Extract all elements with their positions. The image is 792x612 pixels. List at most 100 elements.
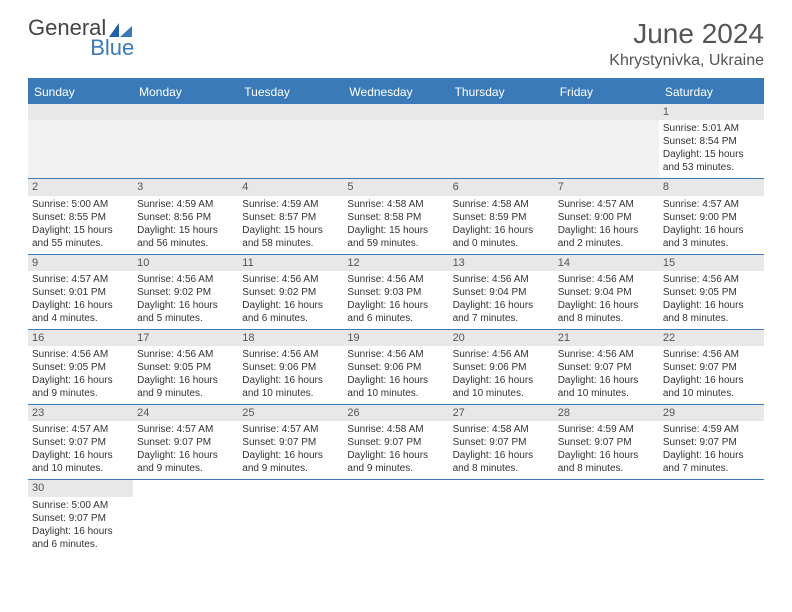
calendar-day: 8Sunrise: 4:57 AMSunset: 9:00 PMDaylight…	[659, 179, 764, 253]
daylight-line: Daylight: 15 hours and 56 minutes.	[137, 224, 234, 250]
calendar-day: 28Sunrise: 4:59 AMSunset: 9:07 PMDayligh…	[554, 405, 659, 479]
sunset-line: Sunset: 9:04 PM	[558, 286, 655, 299]
weekday-header: Monday	[133, 80, 238, 104]
daylight-line: Daylight: 16 hours and 8 minutes.	[663, 299, 760, 325]
day-number: 6	[449, 179, 554, 195]
sunrise-line: Sunrise: 4:56 AM	[137, 348, 234, 361]
calendar-week: 16Sunrise: 4:56 AMSunset: 9:05 PMDayligh…	[28, 330, 764, 405]
sunset-line: Sunset: 9:05 PM	[32, 361, 129, 374]
day-number: 1	[659, 104, 764, 120]
empty-day-bar	[133, 104, 238, 120]
sunrise-line: Sunrise: 4:59 AM	[242, 198, 339, 211]
calendar-day: 22Sunrise: 4:56 AMSunset: 9:07 PMDayligh…	[659, 330, 764, 404]
sunset-line: Sunset: 8:57 PM	[242, 211, 339, 224]
month-title: June 2024	[609, 18, 764, 50]
day-number: 12	[343, 255, 448, 271]
calendar-day: 13Sunrise: 4:56 AMSunset: 9:04 PMDayligh…	[449, 255, 554, 329]
sunrise-line: Sunrise: 4:56 AM	[663, 273, 760, 286]
daylight-line: Daylight: 16 hours and 9 minutes.	[32, 374, 129, 400]
calendar-day: 12Sunrise: 4:56 AMSunset: 9:03 PMDayligh…	[343, 255, 448, 329]
weeks-container: 1Sunrise: 5:01 AMSunset: 8:54 PMDaylight…	[28, 104, 764, 555]
calendar-day-empty	[449, 104, 554, 178]
daylight-line: Daylight: 16 hours and 10 minutes.	[32, 449, 129, 475]
sunrise-line: Sunrise: 4:56 AM	[453, 348, 550, 361]
sunrise-line: Sunrise: 4:56 AM	[453, 273, 550, 286]
sunrise-line: Sunrise: 4:58 AM	[453, 198, 550, 211]
day-number: 17	[133, 330, 238, 346]
sunset-line: Sunset: 9:06 PM	[347, 361, 444, 374]
day-number: 9	[28, 255, 133, 271]
title-block: June 2024 Khrystynivka, Ukraine	[609, 18, 764, 70]
daylight-line: Daylight: 15 hours and 53 minutes.	[663, 148, 760, 174]
calendar-day: 18Sunrise: 4:56 AMSunset: 9:06 PMDayligh…	[238, 330, 343, 404]
sunrise-line: Sunrise: 4:57 AM	[137, 423, 234, 436]
calendar-day-empty	[133, 480, 238, 554]
calendar-day-empty	[238, 480, 343, 554]
sunset-line: Sunset: 9:00 PM	[663, 211, 760, 224]
day-number: 15	[659, 255, 764, 271]
sunset-line: Sunset: 9:02 PM	[242, 286, 339, 299]
sunrise-line: Sunrise: 4:57 AM	[32, 273, 129, 286]
calendar-day: 30Sunrise: 5:00 AMSunset: 9:07 PMDayligh…	[28, 480, 133, 554]
weekday-header: Saturday	[659, 80, 764, 104]
daylight-line: Daylight: 15 hours and 58 minutes.	[242, 224, 339, 250]
sunset-line: Sunset: 9:07 PM	[137, 436, 234, 449]
sunset-line: Sunset: 9:07 PM	[663, 436, 760, 449]
daylight-line: Daylight: 15 hours and 55 minutes.	[32, 224, 129, 250]
sunset-line: Sunset: 8:56 PM	[137, 211, 234, 224]
day-number: 7	[554, 179, 659, 195]
day-number: 2	[28, 179, 133, 195]
weekday-header: Friday	[554, 80, 659, 104]
sunrise-line: Sunrise: 4:56 AM	[558, 273, 655, 286]
daylight-line: Daylight: 16 hours and 5 minutes.	[137, 299, 234, 325]
calendar-day: 4Sunrise: 4:59 AMSunset: 8:57 PMDaylight…	[238, 179, 343, 253]
day-number: 5	[343, 179, 448, 195]
day-number: 18	[238, 330, 343, 346]
location: Khrystynivka, Ukraine	[609, 52, 764, 70]
calendar-day: 24Sunrise: 4:57 AMSunset: 9:07 PMDayligh…	[133, 405, 238, 479]
calendar-day: 27Sunrise: 4:58 AMSunset: 9:07 PMDayligh…	[449, 405, 554, 479]
daylight-line: Daylight: 16 hours and 10 minutes.	[242, 374, 339, 400]
calendar-day: 1Sunrise: 5:01 AMSunset: 8:54 PMDaylight…	[659, 104, 764, 178]
daylight-line: Daylight: 16 hours and 10 minutes.	[663, 374, 760, 400]
sunrise-line: Sunrise: 4:57 AM	[242, 423, 339, 436]
sunrise-line: Sunrise: 4:56 AM	[347, 273, 444, 286]
calendar-day: 21Sunrise: 4:56 AMSunset: 9:07 PMDayligh…	[554, 330, 659, 404]
daylight-line: Daylight: 16 hours and 7 minutes.	[453, 299, 550, 325]
calendar-day-empty	[659, 480, 764, 554]
daylight-line: Daylight: 16 hours and 9 minutes.	[137, 374, 234, 400]
calendar-day: 29Sunrise: 4:59 AMSunset: 9:07 PMDayligh…	[659, 405, 764, 479]
calendar-day: 9Sunrise: 4:57 AMSunset: 9:01 PMDaylight…	[28, 255, 133, 329]
calendar-day: 20Sunrise: 4:56 AMSunset: 9:06 PMDayligh…	[449, 330, 554, 404]
sunrise-line: Sunrise: 4:56 AM	[32, 348, 129, 361]
day-number: 22	[659, 330, 764, 346]
sunrise-line: Sunrise: 5:00 AM	[32, 198, 129, 211]
daylight-line: Daylight: 16 hours and 4 minutes.	[32, 299, 129, 325]
daylight-line: Daylight: 16 hours and 7 minutes.	[663, 449, 760, 475]
daylight-line: Daylight: 16 hours and 9 minutes.	[347, 449, 444, 475]
sunrise-line: Sunrise: 4:56 AM	[558, 348, 655, 361]
calendar-day: 16Sunrise: 4:56 AMSunset: 9:05 PMDayligh…	[28, 330, 133, 404]
weekday-header: Tuesday	[238, 80, 343, 104]
daylight-line: Daylight: 16 hours and 10 minutes.	[453, 374, 550, 400]
sunrise-line: Sunrise: 4:58 AM	[347, 198, 444, 211]
calendar-day: 15Sunrise: 4:56 AMSunset: 9:05 PMDayligh…	[659, 255, 764, 329]
sunset-line: Sunset: 9:07 PM	[558, 361, 655, 374]
sunrise-line: Sunrise: 4:57 AM	[663, 198, 760, 211]
calendar-day-empty	[343, 480, 448, 554]
daylight-line: Daylight: 16 hours and 2 minutes.	[558, 224, 655, 250]
weekday-header: Wednesday	[343, 80, 448, 104]
calendar-day-empty	[343, 104, 448, 178]
sunrise-line: Sunrise: 4:56 AM	[242, 348, 339, 361]
sunset-line: Sunset: 9:07 PM	[347, 436, 444, 449]
weekday-header: Thursday	[449, 80, 554, 104]
day-number: 19	[343, 330, 448, 346]
logo: GeneralBlue	[28, 18, 134, 58]
sunrise-line: Sunrise: 4:56 AM	[137, 273, 234, 286]
sunrise-line: Sunrise: 5:00 AM	[32, 499, 129, 512]
empty-day-bar	[238, 104, 343, 120]
sunset-line: Sunset: 9:05 PM	[137, 361, 234, 374]
sunrise-line: Sunrise: 4:56 AM	[347, 348, 444, 361]
calendar-day: 7Sunrise: 4:57 AMSunset: 9:00 PMDaylight…	[554, 179, 659, 253]
calendar-day: 26Sunrise: 4:58 AMSunset: 9:07 PMDayligh…	[343, 405, 448, 479]
